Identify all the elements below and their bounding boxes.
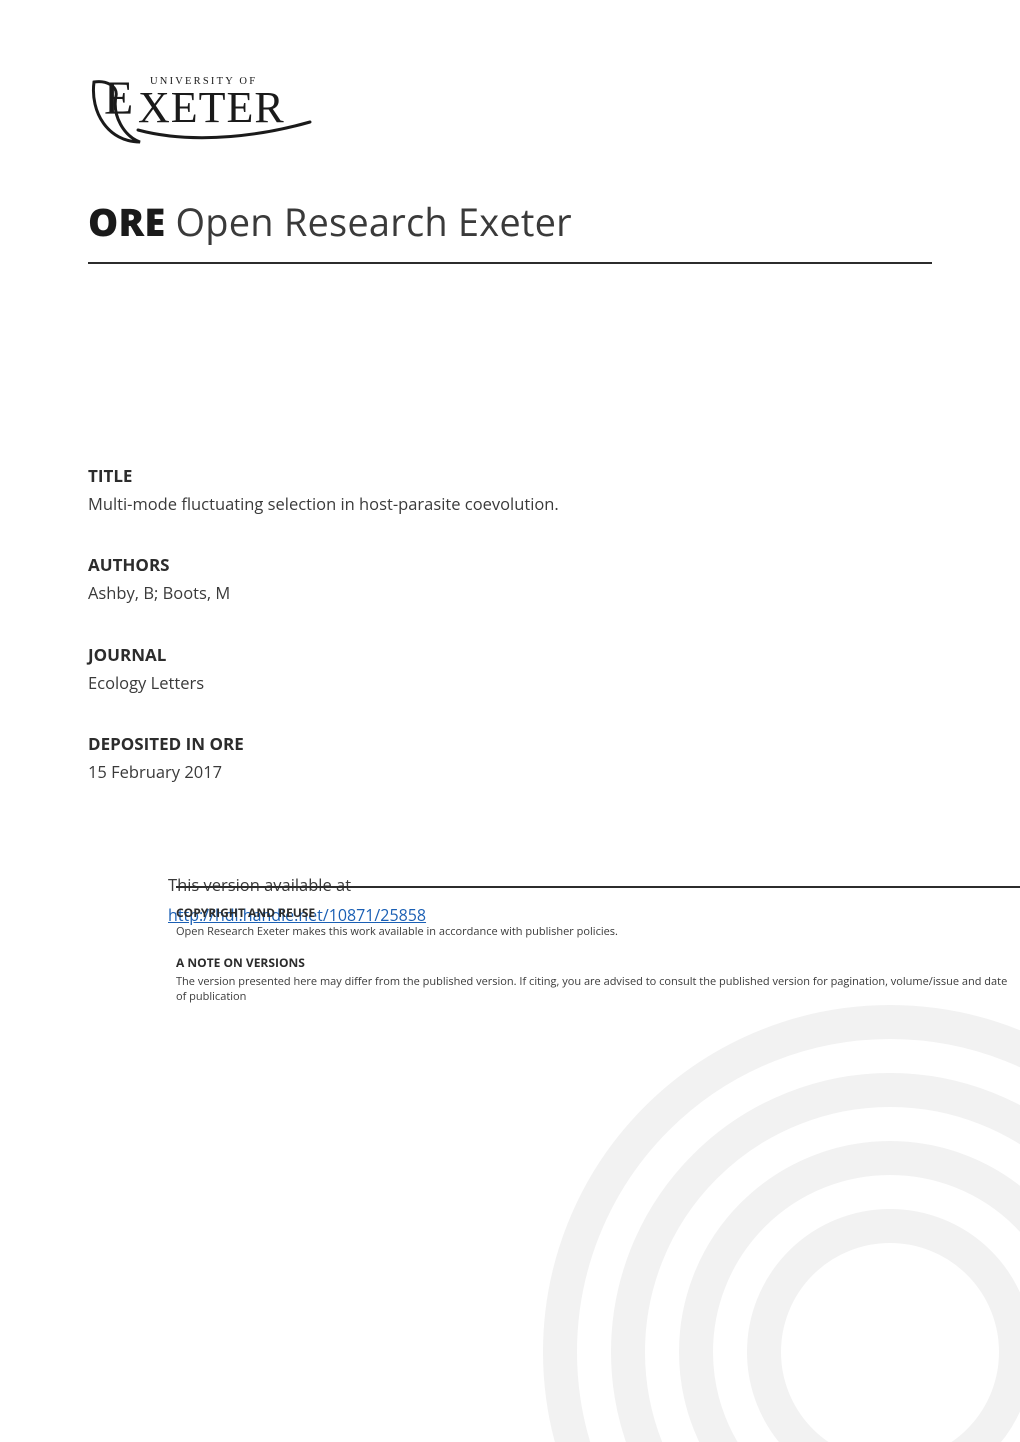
meta-title: TITLE Multi-mode fluctuating selection i… xyxy=(88,464,932,515)
footer: COPYRIGHT AND REUSE Open Research Exeter… xyxy=(176,886,1020,1005)
meta-journal: JOURNAL Ecology Letters xyxy=(88,643,932,694)
journal-label: JOURNAL xyxy=(88,643,932,666)
meta-deposited: DEPOSITED IN ORE 15 February 2017 xyxy=(88,732,932,783)
ore-rest: Open Research Exeter xyxy=(165,196,571,248)
page-root: E UNIVERSITY OF XETER ORE Open Research … xyxy=(0,0,1020,1442)
title-value: Multi-mode fluctuating selection in host… xyxy=(88,493,932,515)
versions-head: A NOTE ON VERSIONS xyxy=(176,954,1020,971)
versions-body: The version presented here may differ fr… xyxy=(176,975,1020,1005)
journal-value: Ecology Letters xyxy=(88,672,932,694)
deposited-label: DEPOSITED IN ORE xyxy=(88,732,932,755)
deposited-value: 15 February 2017 xyxy=(88,761,932,783)
authors-label: AUTHORS xyxy=(88,553,932,576)
exeter-logo-svg: E UNIVERSITY OF XETER xyxy=(88,64,348,160)
divider-top xyxy=(88,262,932,264)
ore-heading: ORE Open Research Exeter xyxy=(88,196,932,248)
divider-bottom xyxy=(176,886,1020,888)
authors-value: Ashby, B; Boots, M xyxy=(88,582,932,604)
copyright-body: Open Research Exeter makes this work ava… xyxy=(176,925,1020,940)
title-label: TITLE xyxy=(88,464,932,487)
meta-authors: AUTHORS Ashby, B; Boots, M xyxy=(88,553,932,604)
copyright-head: COPYRIGHT AND REUSE xyxy=(176,904,1020,921)
svg-text:XETER: XETER xyxy=(138,83,285,132)
ore-bold: ORE xyxy=(88,196,165,248)
svg-text:E: E xyxy=(104,72,133,125)
university-logo: E UNIVERSITY OF XETER xyxy=(88,64,932,160)
